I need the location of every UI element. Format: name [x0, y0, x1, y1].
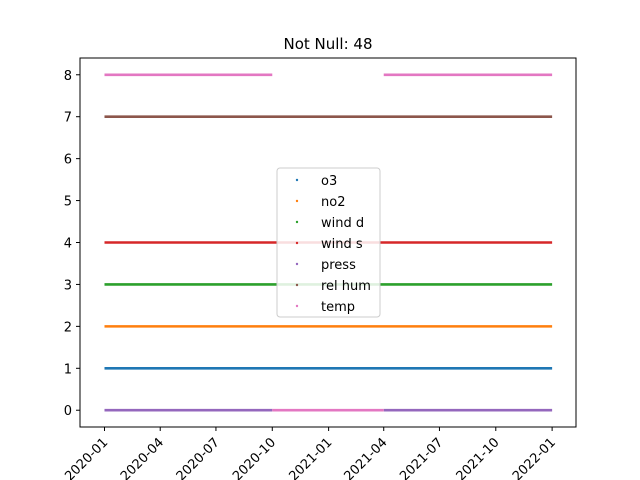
- legend-marker: [295, 178, 299, 182]
- x-tick-label: 2021-10: [454, 435, 503, 480]
- y-tick-label: 1: [64, 362, 72, 377]
- legend-label: wind d: [321, 216, 364, 231]
- legend-label: press: [321, 258, 356, 273]
- legend-marker: [295, 283, 299, 287]
- legend-label: o3: [321, 174, 337, 189]
- y-tick-label: 3: [64, 278, 72, 293]
- legend: o3 no2 wind d wind s press rel hum temp: [276, 167, 381, 318]
- x-tick-label: 2021-01: [286, 435, 335, 480]
- legend-marker: [295, 304, 299, 308]
- legend-marker: [295, 220, 299, 224]
- legend-label: wind s: [321, 237, 363, 252]
- legend-marker: [295, 262, 299, 266]
- y-tick-label: 6: [64, 153, 72, 168]
- x-tick-label: 2020-07: [174, 435, 223, 480]
- legend-label: rel hum: [321, 279, 371, 294]
- legend-label: temp: [321, 300, 355, 315]
- legend-box: [276, 167, 381, 318]
- legend-marker: [295, 241, 299, 245]
- legend-marker: [295, 199, 299, 203]
- x-tick-label: 2022-01: [510, 435, 559, 480]
- x-tick-label: 2020-04: [118, 435, 167, 480]
- y-tick-label: 5: [64, 195, 72, 210]
- x-tick-label: 2021-07: [397, 435, 446, 480]
- x-axis: 2020-01 2020-04 2020-07 2020-10 2021-01 2021-…: [62, 427, 559, 480]
- legend-label: no2: [321, 195, 345, 210]
- y-tick-label: 4: [64, 237, 72, 252]
- x-tick-label: 2020-10: [230, 435, 279, 480]
- y-axis: 0 1 2 3 4 5 6 7 8: [64, 69, 80, 419]
- x-tick-label: 2021-04: [342, 435, 391, 480]
- x-tick-label: 2020-01: [62, 435, 111, 480]
- y-tick-label: 0: [64, 404, 72, 419]
- chart-title: Not Null: 48: [283, 35, 372, 53]
- y-tick-label: 7: [64, 111, 72, 126]
- y-tick-label: 8: [64, 69, 72, 84]
- y-tick-label: 2: [64, 320, 72, 335]
